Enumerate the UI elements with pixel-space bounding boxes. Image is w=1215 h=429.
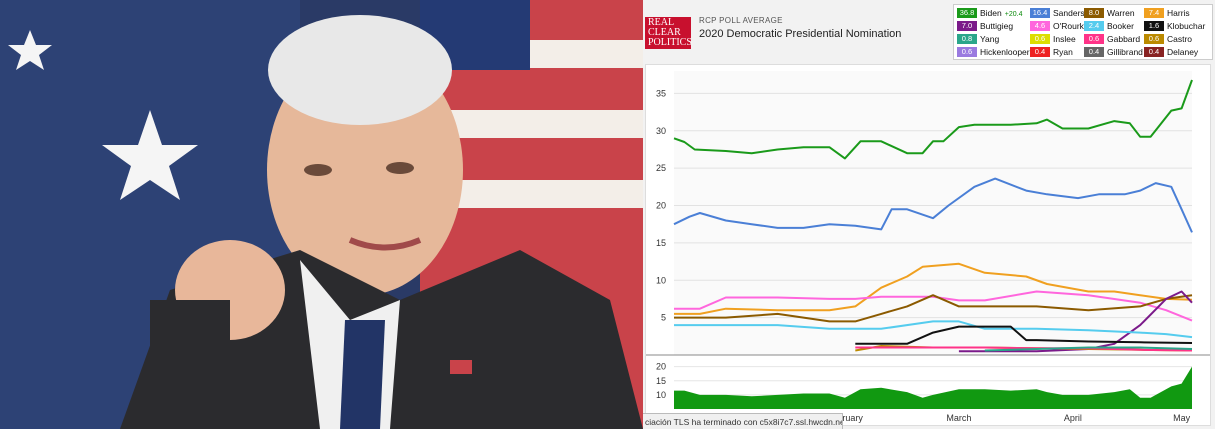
- legend-item-klobuchar[interactable]: 1.6 Klobuchar: [1144, 21, 1205, 32]
- legend-name: Hickenlooper: [980, 47, 1030, 57]
- secondary-y-tick-label: 20: [656, 362, 666, 372]
- legend-name: Yang: [980, 34, 1000, 44]
- legend-value: 1.6: [1144, 21, 1164, 31]
- legend-name: Inslee: [1053, 34, 1076, 44]
- series-line-klobuchar: [855, 325, 1193, 345]
- poll-line-chart: 5 10 15 20 25 30 35 10 15 20 February March April May: [646, 71, 1210, 423]
- chart-legend: 36.8 Biden +20.4 16.4 Sanders 8.0 Warren 7.4 Har…: [953, 4, 1213, 60]
- series-line-sanders: [673, 177, 1193, 233]
- y-tick-label: 35: [656, 88, 666, 98]
- series-line-warren: [674, 294, 1193, 323]
- legend-item-delaney[interactable]: 0.4 Delaney: [1144, 47, 1198, 58]
- legend-value: 0.4: [1030, 47, 1050, 57]
- chart-title: 2020 Democratic Presidential Nomination: [699, 28, 902, 40]
- legend-value: 4.6: [1030, 21, 1050, 31]
- legend-name: Klobuchar: [1167, 21, 1206, 31]
- plot-background: [674, 71, 1192, 355]
- legend-value: 0.6: [1144, 34, 1164, 44]
- legend-value: 7.4: [1144, 8, 1164, 18]
- y-tick-label: 10: [656, 275, 666, 285]
- legend-item-harris[interactable]: 7.4 Harris: [1144, 8, 1190, 19]
- x-tick-label: March: [946, 413, 971, 423]
- series-line-harris: [674, 262, 1193, 315]
- y-tick-label: 5: [661, 313, 666, 323]
- legend-item-ryan[interactable]: 0.4 Ryan: [1030, 47, 1073, 58]
- y-tick-label: 20: [656, 201, 666, 211]
- series-line-booker: [674, 320, 1193, 339]
- legend-value: 0.6: [1084, 34, 1104, 44]
- legend-name: Buttigieg: [980, 21, 1014, 31]
- legend-item-warren[interactable]: 8.0 Warren: [1084, 8, 1135, 19]
- series-line-orourke: [674, 290, 1193, 322]
- legend-name: Ryan: [1053, 47, 1073, 57]
- legend-name: Gabbard: [1107, 34, 1141, 44]
- legend-value: 0.4: [1084, 47, 1104, 57]
- x-tick-label: April: [1064, 413, 1082, 423]
- poll-average-label: RCP POLL AVERAGE: [699, 16, 783, 25]
- candidate-photo-illustration: [0, 0, 643, 429]
- legend-value: 0.6: [957, 47, 977, 57]
- legend-value: 8.0: [1084, 8, 1104, 18]
- legend-value: 7.0: [957, 21, 977, 31]
- legend-value: 0.6: [1030, 34, 1050, 44]
- x-tick-label: February: [827, 413, 864, 423]
- legend-item-gillibrand[interactable]: 0.4 Gillibrand: [1084, 47, 1143, 58]
- rcp-logo[interactable]: REAL CLEAR POLITICS: [645, 17, 692, 49]
- secondary-area: [674, 366, 1192, 409]
- series-line-yang: [984, 346, 1193, 352]
- legend-name: Booker: [1107, 21, 1134, 31]
- legend-value: 0.4: [1144, 47, 1164, 57]
- legend-item-yang[interactable]: 0.8 Yang: [957, 34, 999, 45]
- legend-name: Warren: [1107, 8, 1135, 18]
- legend-value: 0.8: [957, 34, 977, 44]
- legend-item-hickenlooper[interactable]: 0.6 Hickenlooper: [957, 47, 1030, 58]
- legend-item-inslee[interactable]: 0.6 Inslee: [1030, 34, 1076, 45]
- plot-frame: 5 10 15 20 25 30 35 10 15 20 February March April May: [645, 64, 1211, 426]
- candidate-photo: [0, 0, 643, 429]
- legend-item-gabbard[interactable]: 0.6 Gabbard: [1084, 34, 1140, 45]
- y-tick-label: 15: [656, 238, 666, 248]
- legend-item-booker[interactable]: 2.4 Booker: [1084, 21, 1134, 32]
- legend-item-biden[interactable]: 36.8 Biden +20.4: [957, 8, 1022, 19]
- legend-value: 2.4: [1084, 21, 1104, 31]
- legend-name: Harris: [1167, 8, 1190, 18]
- legend-name: Delaney: [1167, 47, 1199, 57]
- legend-item-castro[interactable]: 0.6 Castro: [1144, 34, 1192, 45]
- legend-name: Biden: [980, 8, 1002, 18]
- legend-name: O'Rourke: [1053, 21, 1089, 31]
- x-tick-label: May: [1173, 413, 1191, 423]
- legend-name: Gillibrand: [1107, 47, 1143, 57]
- y-tick-label: 30: [656, 126, 666, 136]
- legend-name: Sanders: [1053, 8, 1085, 18]
- legend-name: Castro: [1167, 34, 1193, 44]
- poll-chart-panel: REAL CLEAR POLITICS RCP POLL AVERAGE 202…: [643, 0, 1215, 429]
- legend-value: 36.8: [957, 8, 977, 18]
- series-line-buttigieg: [958, 290, 1193, 353]
- legend-value: 16.4: [1030, 8, 1050, 18]
- legend-item-buttigieg[interactable]: 7.0 Buttigieg: [957, 21, 1013, 32]
- legend-change: +20.4: [1004, 11, 1023, 18]
- legend-item-sanders[interactable]: 16.4 Sanders: [1030, 8, 1085, 19]
- y-tick-label: 25: [656, 163, 666, 173]
- secondary-y-tick-label: 10: [656, 390, 666, 400]
- secondary-y-tick-label: 15: [656, 376, 666, 386]
- browser-status-bar: ciación TLS ha terminado con c5x8i7c7.ss…: [643, 413, 843, 429]
- series-line-biden: [673, 79, 1193, 160]
- legend-item-orourke[interactable]: 4.6 O'Rourke: [1030, 21, 1089, 32]
